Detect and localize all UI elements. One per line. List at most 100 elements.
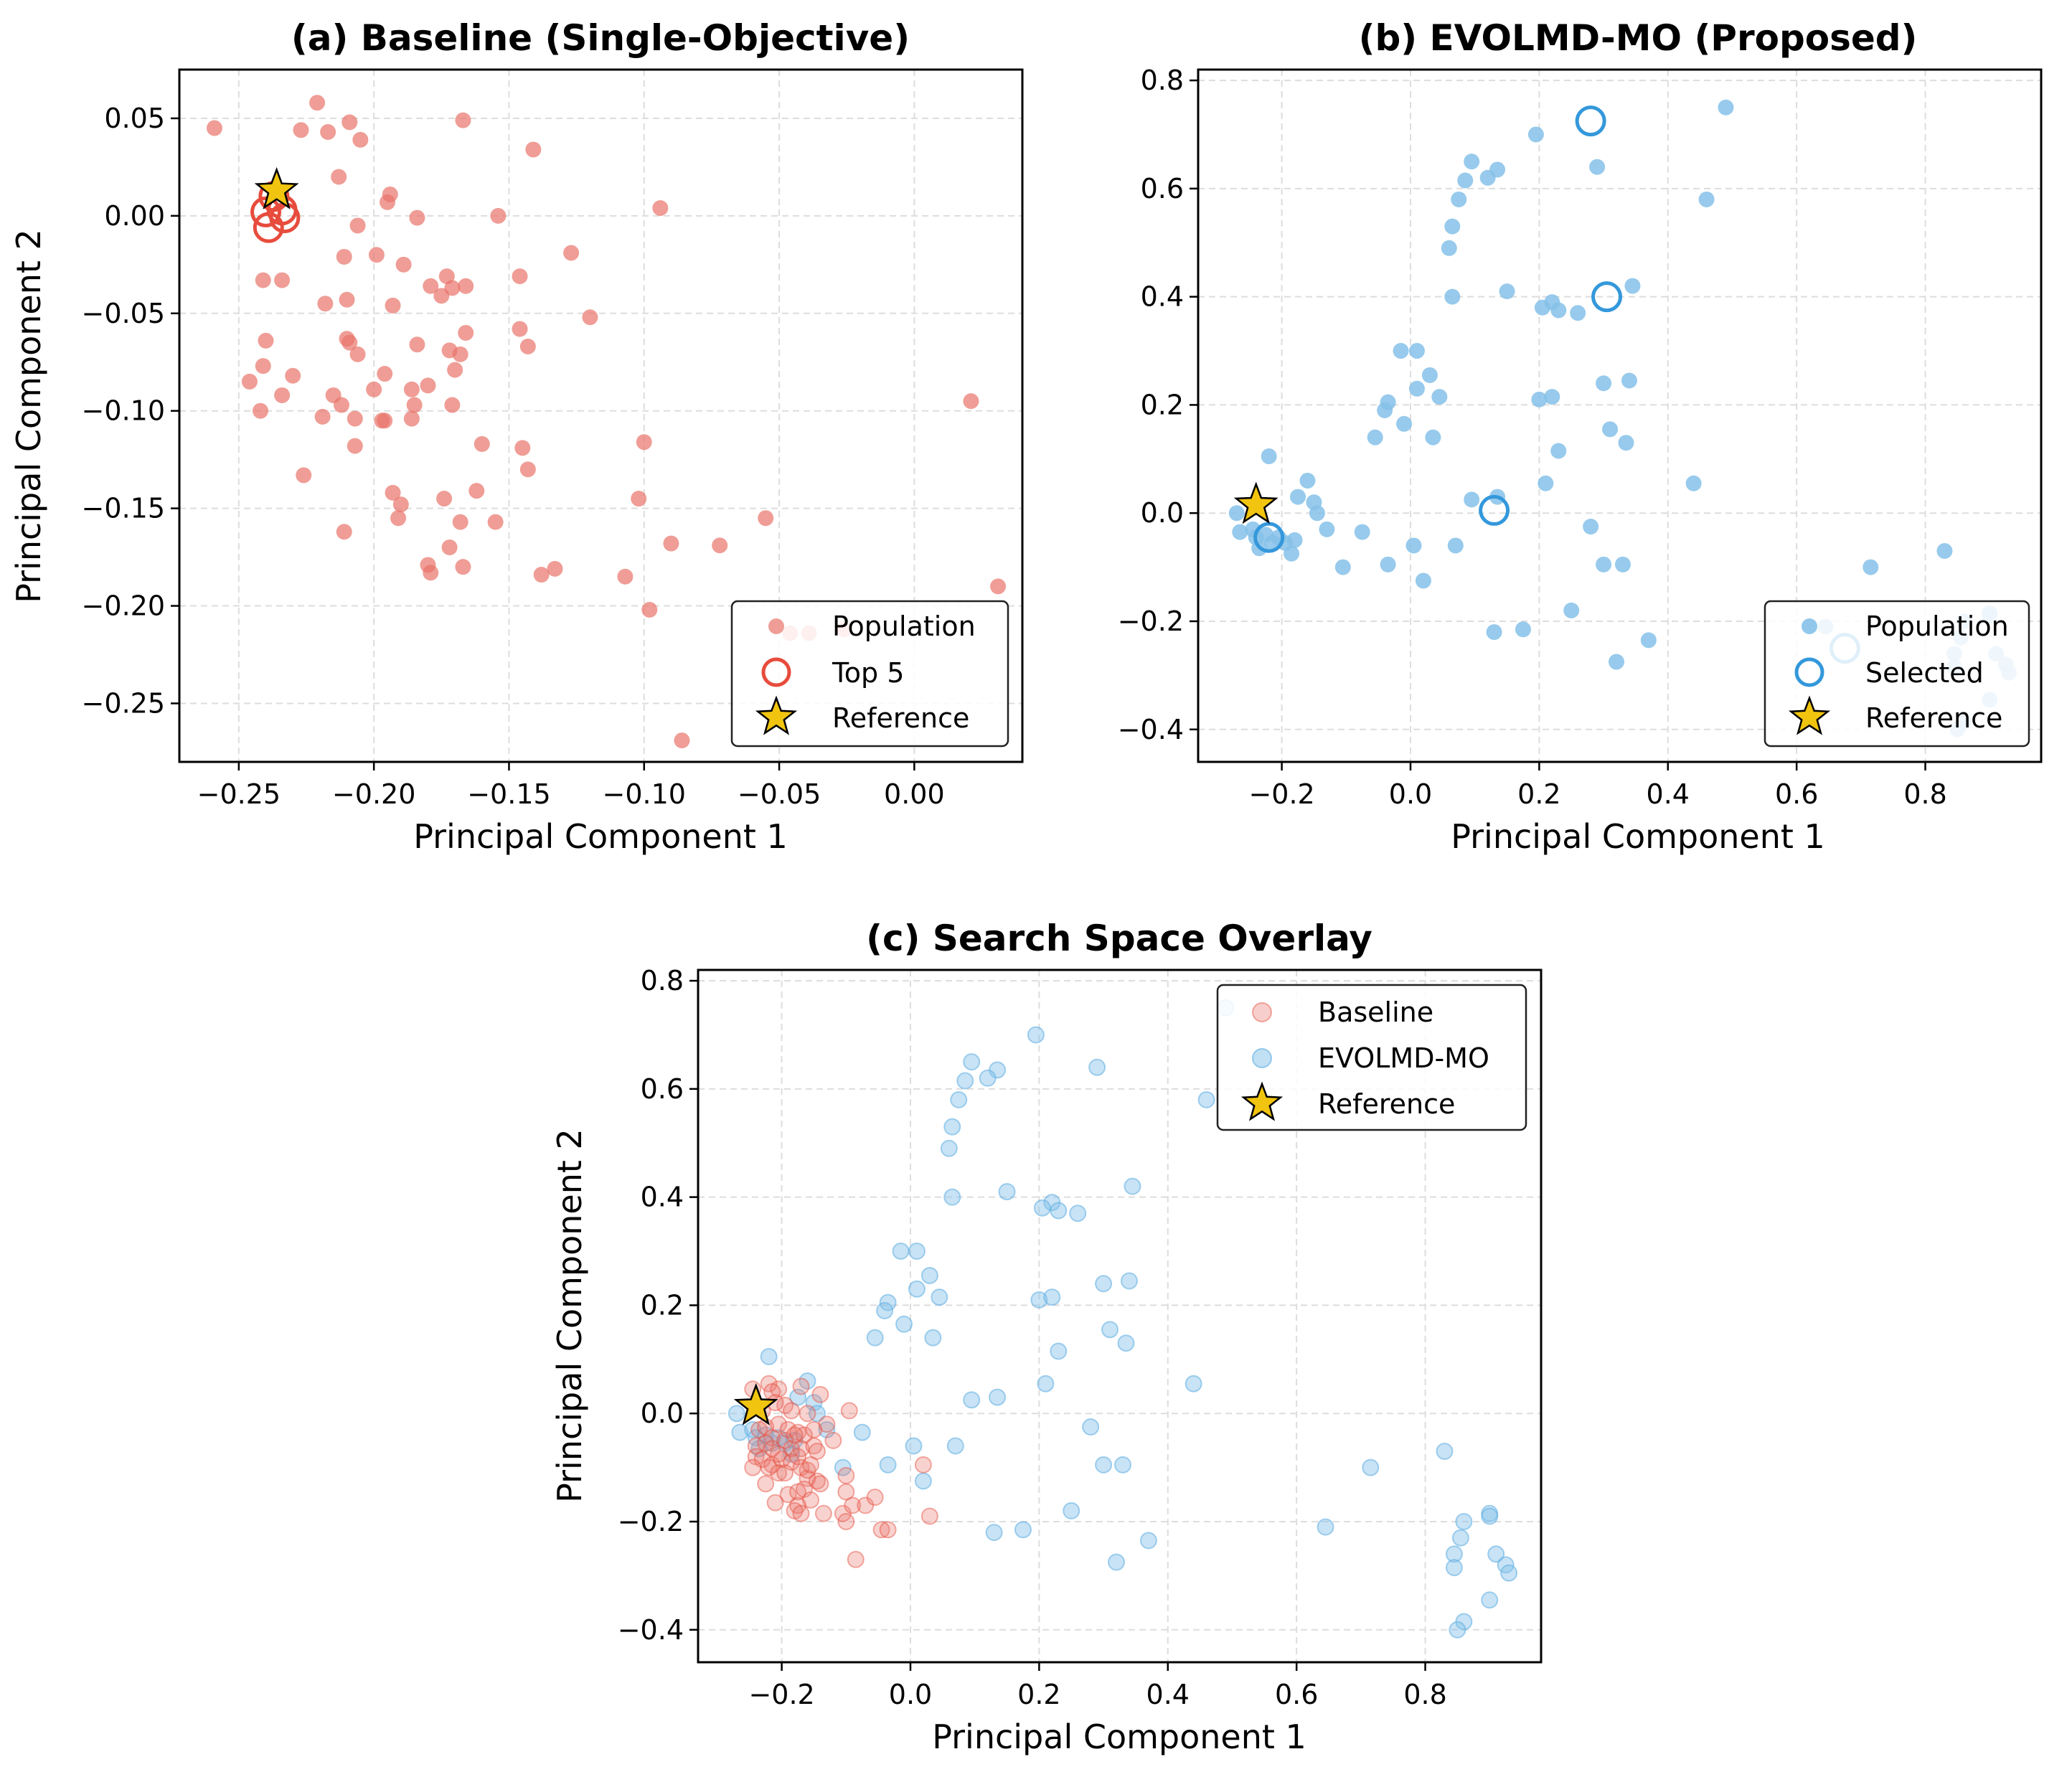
baseline-point	[760, 1375, 778, 1392]
population-point	[458, 278, 474, 294]
baseline-point	[795, 1480, 813, 1498]
evolmd-mo-point	[989, 1388, 1007, 1406]
evolmd-mo-point	[818, 1420, 836, 1438]
baseline-point	[757, 1475, 775, 1493]
evolmd-mo-point	[1481, 1507, 1499, 1525]
population-point	[403, 410, 420, 427]
population-point	[447, 362, 463, 378]
population-point	[293, 122, 309, 138]
population-point	[1609, 654, 1625, 670]
population-point	[1479, 169, 1496, 186]
population-point	[392, 496, 409, 513]
evolmd-mo-point	[1037, 1375, 1055, 1392]
baseline-point	[783, 1453, 801, 1471]
population-point	[1534, 299, 1550, 316]
baseline-point	[872, 1521, 890, 1539]
panel-c-ylabel: Principal Component 2	[550, 1128, 589, 1503]
y-tick-label: −0.15	[82, 493, 165, 524]
evolmd-mo-point	[1050, 1342, 1068, 1360]
population-point	[1284, 545, 1300, 562]
panel-b-grid	[1198, 70, 2041, 762]
evolmd-mo-point	[1451, 1529, 1469, 1547]
population-point	[1441, 240, 1457, 256]
baseline-point	[750, 1420, 768, 1438]
evolmd-mo-point	[908, 1280, 926, 1298]
baseline-point	[786, 1426, 804, 1444]
population-point	[314, 408, 331, 425]
population-point	[547, 560, 563, 577]
population-point	[1367, 429, 1383, 446]
population-point	[1531, 391, 1548, 407]
legend-reference-label: Reference	[1865, 702, 2002, 734]
population-point	[1261, 448, 1277, 465]
population-point	[1685, 475, 1702, 491]
baseline-point	[834, 1504, 852, 1522]
baseline-point	[776, 1431, 794, 1449]
baseline-point	[801, 1456, 819, 1474]
population-point	[519, 461, 536, 478]
x-tick-label: 0.2	[1517, 778, 1560, 810]
evolmd-mo-point	[1197, 1090, 1215, 1108]
population-point	[409, 336, 425, 353]
population-point	[1698, 191, 1715, 207]
population-point	[444, 397, 461, 413]
population-point	[342, 334, 358, 351]
population-point	[331, 169, 347, 185]
baseline-point	[753, 1451, 771, 1469]
panel-c-frame	[697, 969, 1543, 1664]
x-tick-label: −0.2	[748, 1679, 814, 1710]
panel-c-legend: Baseline EVOLMD-MO Reference	[1216, 984, 1527, 1131]
baseline-point	[760, 1458, 778, 1476]
baseline-point	[824, 1431, 842, 1449]
reference-star	[1233, 481, 1278, 524]
population-point	[1377, 402, 1393, 418]
population-point	[963, 393, 979, 410]
panel-a-legend: Population Top 5 Reference	[730, 600, 1009, 748]
y-tick-label: −0.25	[82, 687, 165, 719]
evolmd-mo-point	[760, 1348, 778, 1366]
evolmd-mo-point	[895, 1315, 913, 1333]
population-point	[1621, 372, 1637, 389]
population-point	[377, 366, 393, 382]
population-point	[474, 435, 490, 452]
evolmd-mo-point	[1436, 1442, 1454, 1460]
population-point	[452, 514, 468, 530]
population-point	[1596, 375, 1612, 392]
population-point	[385, 297, 401, 314]
population-point	[1425, 429, 1441, 446]
baseline-point	[747, 1437, 765, 1455]
x-tick-label: 0.4	[1146, 1679, 1190, 1710]
x-tick-label: 0.8	[1903, 778, 1946, 810]
baseline-point	[811, 1385, 829, 1403]
x-tick-label: 0.6	[1775, 778, 1818, 810]
population-point	[1563, 602, 1580, 618]
population-point	[652, 200, 669, 216]
population-point	[1354, 524, 1370, 540]
panel-c-xlabel: Principal Component 1	[932, 1717, 1306, 1756]
evolmd-mo-point	[914, 1472, 932, 1490]
population-point	[582, 309, 598, 326]
baseline-point	[847, 1550, 865, 1568]
population-point	[420, 377, 436, 394]
evolmd-mo-point	[834, 1458, 852, 1476]
population-point	[241, 373, 258, 390]
evolmd-mo-point	[789, 1388, 807, 1406]
baseline-point	[805, 1420, 823, 1438]
evolmd-mo-point	[1033, 1199, 1051, 1217]
population-point	[377, 413, 393, 429]
baseline-point	[799, 1461, 816, 1479]
evolmd-mo-point	[1101, 1321, 1119, 1339]
evolmd-mo-point	[786, 1431, 804, 1449]
population-point	[444, 280, 461, 296]
population-point	[436, 491, 453, 507]
population-point	[990, 578, 1007, 595]
panel-a-points	[206, 95, 1007, 749]
evolmd-mo-point	[799, 1372, 816, 1390]
population-point	[206, 120, 222, 136]
population-point	[1334, 559, 1351, 575]
baseline-point	[744, 1458, 762, 1476]
evolmd-mo-point	[1108, 1553, 1126, 1571]
baseline-point	[770, 1445, 788, 1463]
baseline-point	[805, 1437, 823, 1455]
